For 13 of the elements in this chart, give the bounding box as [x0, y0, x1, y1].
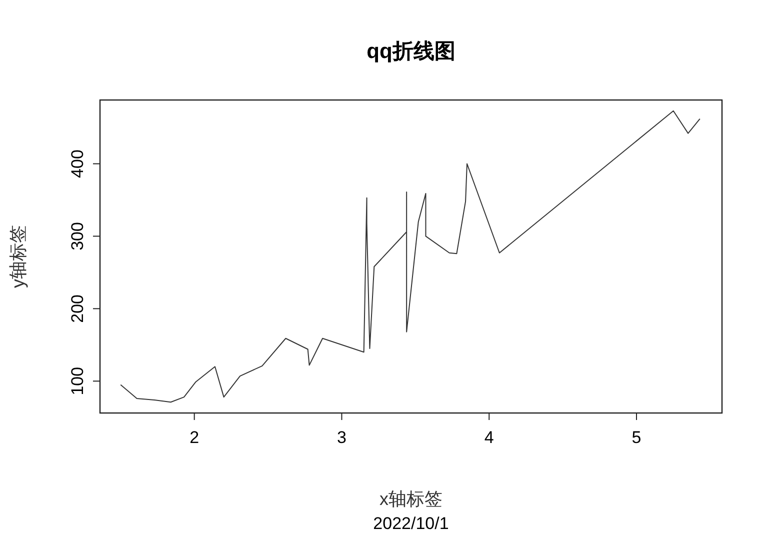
y-tick-label: 300 [68, 222, 87, 250]
y-axis-title: y轴标签 [8, 225, 28, 288]
x-tick-label: 2 [190, 428, 200, 447]
x-tick-label: 5 [632, 428, 642, 447]
text: 2022/10/1 [373, 514, 449, 533]
y-tick-label: 100 [68, 366, 87, 396]
y-tick-label: 400 [68, 150, 87, 178]
line-series [120, 110, 700, 403]
chart-title: qq折线图 [366, 40, 456, 63]
x-tick-label: 3 [336, 428, 346, 447]
x-tick-label: 4 [484, 428, 494, 447]
y-tick-label: 200 [68, 294, 87, 323]
x-axis-title: x轴标签 [380, 489, 442, 509]
